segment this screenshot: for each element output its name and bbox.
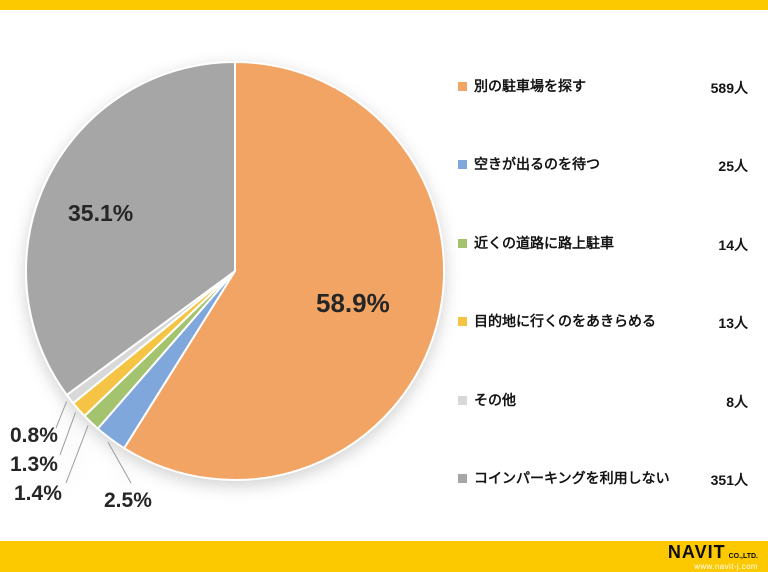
- legend-count: 8人: [726, 393, 748, 410]
- brand-suffix: CO.,LTD.: [728, 552, 758, 560]
- brand-url: www.navit-j.com: [694, 561, 758, 571]
- pie-slice-3: [71, 270, 236, 418]
- legend-item: 目的地に行くのをあきらめる 13人: [458, 313, 748, 333]
- legend-count: 13人: [718, 315, 748, 332]
- pie-slice-0: [122, 60, 445, 481]
- legend-count: 14人: [718, 236, 748, 253]
- legend-item: 別の駐車場を探す 589人: [458, 78, 748, 98]
- legend-marker: [458, 473, 467, 483]
- legend-label: 近くの道路に路上駐車: [474, 234, 614, 251]
- leader-line-slice-3: [59, 412, 77, 456]
- pie-slice-5: [25, 60, 236, 397]
- pie-slice-4: [65, 270, 236, 405]
- percent-label-blue-slice: 2.5%: [104, 489, 152, 512]
- percent-label-gray-slice: 35.1%: [68, 200, 134, 226]
- pie-slice-2: [83, 270, 236, 431]
- legend-label: コインパーキングを利用しない: [474, 469, 670, 486]
- pie-slice-1: [96, 270, 236, 450]
- legend-item: その他 8人: [458, 392, 748, 412]
- percent-label-main-slice: 58.9%: [316, 288, 390, 318]
- top-border-bar: [0, 0, 768, 10]
- leader-line-slice-1: [107, 442, 132, 484]
- legend-count: 351人: [710, 471, 748, 488]
- legend: 別の駐車場を探す 589人 空きが出るのを待つ 25人 近くの道路に路上駐車 1…: [458, 78, 748, 490]
- legend-marker: [458, 395, 467, 405]
- legend-item: 近くの道路に路上駐車 14人: [458, 235, 748, 255]
- legend-marker: [458, 82, 467, 91]
- percent-label-other-slice: 0.8%: [10, 424, 58, 447]
- percent-label-yellow-slice: 1.3%: [10, 453, 58, 476]
- navit-logo-wordmark: NAVIT CO.,LTD.: [668, 543, 758, 561]
- legend-marker: [458, 160, 467, 170]
- brand-name: NAVIT: [667, 541, 726, 562]
- legend-marker: [458, 317, 467, 327]
- legend-label: 目的地に行くのをあきらめる: [474, 313, 656, 330]
- legend-marker: [458, 238, 467, 248]
- legend-count: 589人: [710, 80, 748, 96]
- footer-bar: NAVIT CO.,LTD. www.navit-j.com: [0, 541, 768, 572]
- leader-line-slice-2: [65, 425, 89, 484]
- legend-label: 別の駐車場を探す: [474, 78, 586, 94]
- percent-label-green-slice: 1.4%: [14, 482, 62, 505]
- legend-item: コインパーキングを利用しない 351人: [458, 470, 748, 490]
- legend-item: 空きが出るのを待つ 25人: [458, 156, 748, 176]
- legend-count: 25人: [718, 158, 748, 175]
- navit-logo: NAVIT CO.,LTD. www.navit-j.com: [668, 543, 768, 571]
- legend-label: その他: [474, 391, 516, 408]
- legend-label: 空きが出るのを待つ: [474, 156, 600, 173]
